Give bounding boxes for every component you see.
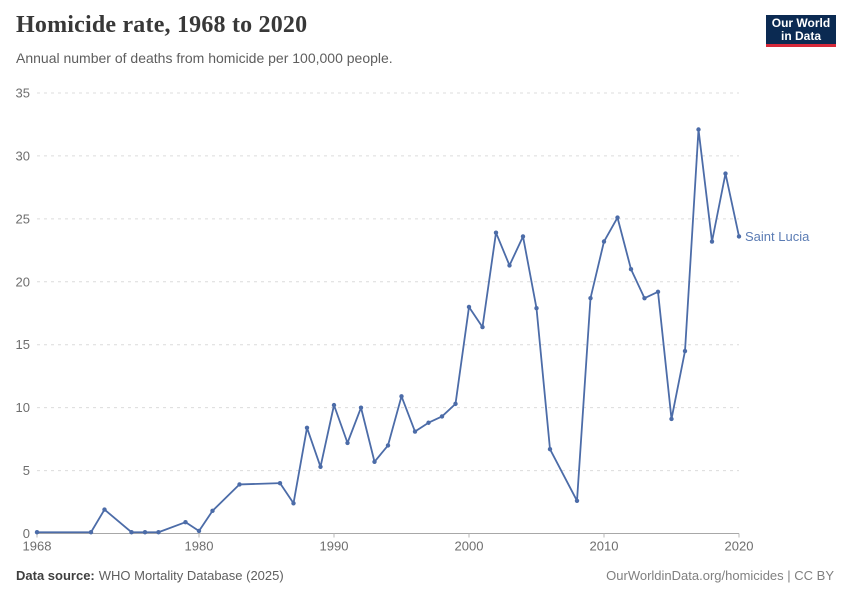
- data-point-marker[interactable]: [655, 289, 661, 295]
- data-point-marker[interactable]: [534, 306, 539, 311]
- x-tick-label: 2010: [590, 539, 619, 554]
- y-tick-label: 5: [23, 463, 30, 478]
- data-point-marker[interactable]: [102, 507, 107, 512]
- data-point-marker[interactable]: [399, 394, 404, 399]
- x-tick-label: 1968: [23, 539, 52, 554]
- data-point-marker[interactable]: [642, 295, 647, 301]
- data-source-text: WHO Mortality Database (2025): [98, 568, 284, 583]
- data-source: Data source: WHO Mortality Database (2025…: [16, 568, 284, 583]
- data-point-marker[interactable]: [615, 215, 620, 220]
- data-point-marker[interactable]: [574, 498, 580, 503]
- data-point-marker[interactable]: [426, 420, 431, 425]
- data-point-marker[interactable]: [453, 401, 458, 407]
- data-point-marker[interactable]: [156, 530, 161, 535]
- data-point-marker[interactable]: [466, 304, 472, 310]
- data-point-marker[interactable]: [372, 459, 377, 464]
- data-point-marker[interactable]: [291, 501, 296, 506]
- y-tick-label: 0: [23, 526, 30, 541]
- y-tick-label: 25: [16, 211, 30, 226]
- data-point-marker[interactable]: [493, 230, 499, 235]
- data-point-marker[interactable]: [547, 446, 553, 452]
- data-point-marker[interactable]: [682, 348, 688, 354]
- data-point-marker[interactable]: [331, 402, 337, 408]
- data-point-marker[interactable]: [736, 234, 742, 239]
- data-point-marker[interactable]: [439, 414, 445, 419]
- chart-footer: Data source: WHO Mortality Database (2025…: [16, 568, 834, 583]
- chart-subtitle: Annual number of deaths from homicide pe…: [16, 50, 393, 66]
- data-point-marker[interactable]: [601, 239, 607, 244]
- data-point-marker[interactable]: [210, 508, 215, 514]
- x-tick-label: 2020: [725, 539, 754, 554]
- data-point-marker[interactable]: [196, 528, 202, 534]
- data-point-marker[interactable]: [588, 295, 593, 301]
- citation-link[interactable]: OurWorldinData.org/homicides | CC BY: [606, 568, 834, 583]
- data-point-marker[interactable]: [142, 530, 148, 535]
- y-tick-label: 10: [16, 400, 30, 415]
- data-point-marker[interactable]: [412, 429, 418, 434]
- data-point-marker[interactable]: [507, 263, 512, 268]
- data-point-marker[interactable]: [345, 440, 350, 446]
- data-point-marker[interactable]: [696, 127, 701, 132]
- x-tick-label: 2000: [455, 539, 484, 554]
- data-point-marker[interactable]: [88, 530, 94, 535]
- y-tick-label: 30: [16, 148, 30, 163]
- data-point-marker[interactable]: [237, 482, 242, 487]
- data-point-marker[interactable]: [358, 405, 364, 410]
- data-point-marker[interactable]: [277, 480, 283, 486]
- data-point-marker[interactable]: [304, 425, 310, 430]
- x-tick-label: 1980: [185, 539, 214, 554]
- data-point-marker[interactable]: [709, 239, 715, 244]
- owid-logo-line1: Our World: [771, 15, 831, 30]
- data-point-marker[interactable]: [183, 519, 188, 525]
- data-point-marker[interactable]: [34, 530, 40, 535]
- y-tick-label: 35: [16, 86, 30, 101]
- data-point-marker[interactable]: [669, 416, 674, 422]
- data-point-marker[interactable]: [628, 267, 634, 272]
- page-title: Homicide rate, 1968 to 2020: [16, 12, 308, 38]
- data-point-marker[interactable]: [385, 443, 391, 448]
- x-tick-label: 1990: [320, 539, 349, 554]
- data-point-marker[interactable]: [723, 171, 728, 176]
- data-source-label: Data source:: [16, 568, 95, 583]
- owid-logo-line2: in Data: [780, 28, 821, 43]
- data-point-marker[interactable]: [318, 464, 323, 469]
- series-label-saint-lucia[interactable]: Saint Lucia: [745, 229, 810, 244]
- owid-logo[interactable]: Our World in Data: [766, 15, 836, 47]
- data-line-saint-lucia[interactable]: [36, 128, 740, 534]
- y-tick-label: 20: [16, 274, 30, 289]
- data-point-marker[interactable]: [520, 234, 526, 239]
- y-tick-label: 15: [16, 337, 30, 352]
- data-point-marker[interactable]: [480, 324, 485, 330]
- data-point-marker[interactable]: [129, 530, 134, 535]
